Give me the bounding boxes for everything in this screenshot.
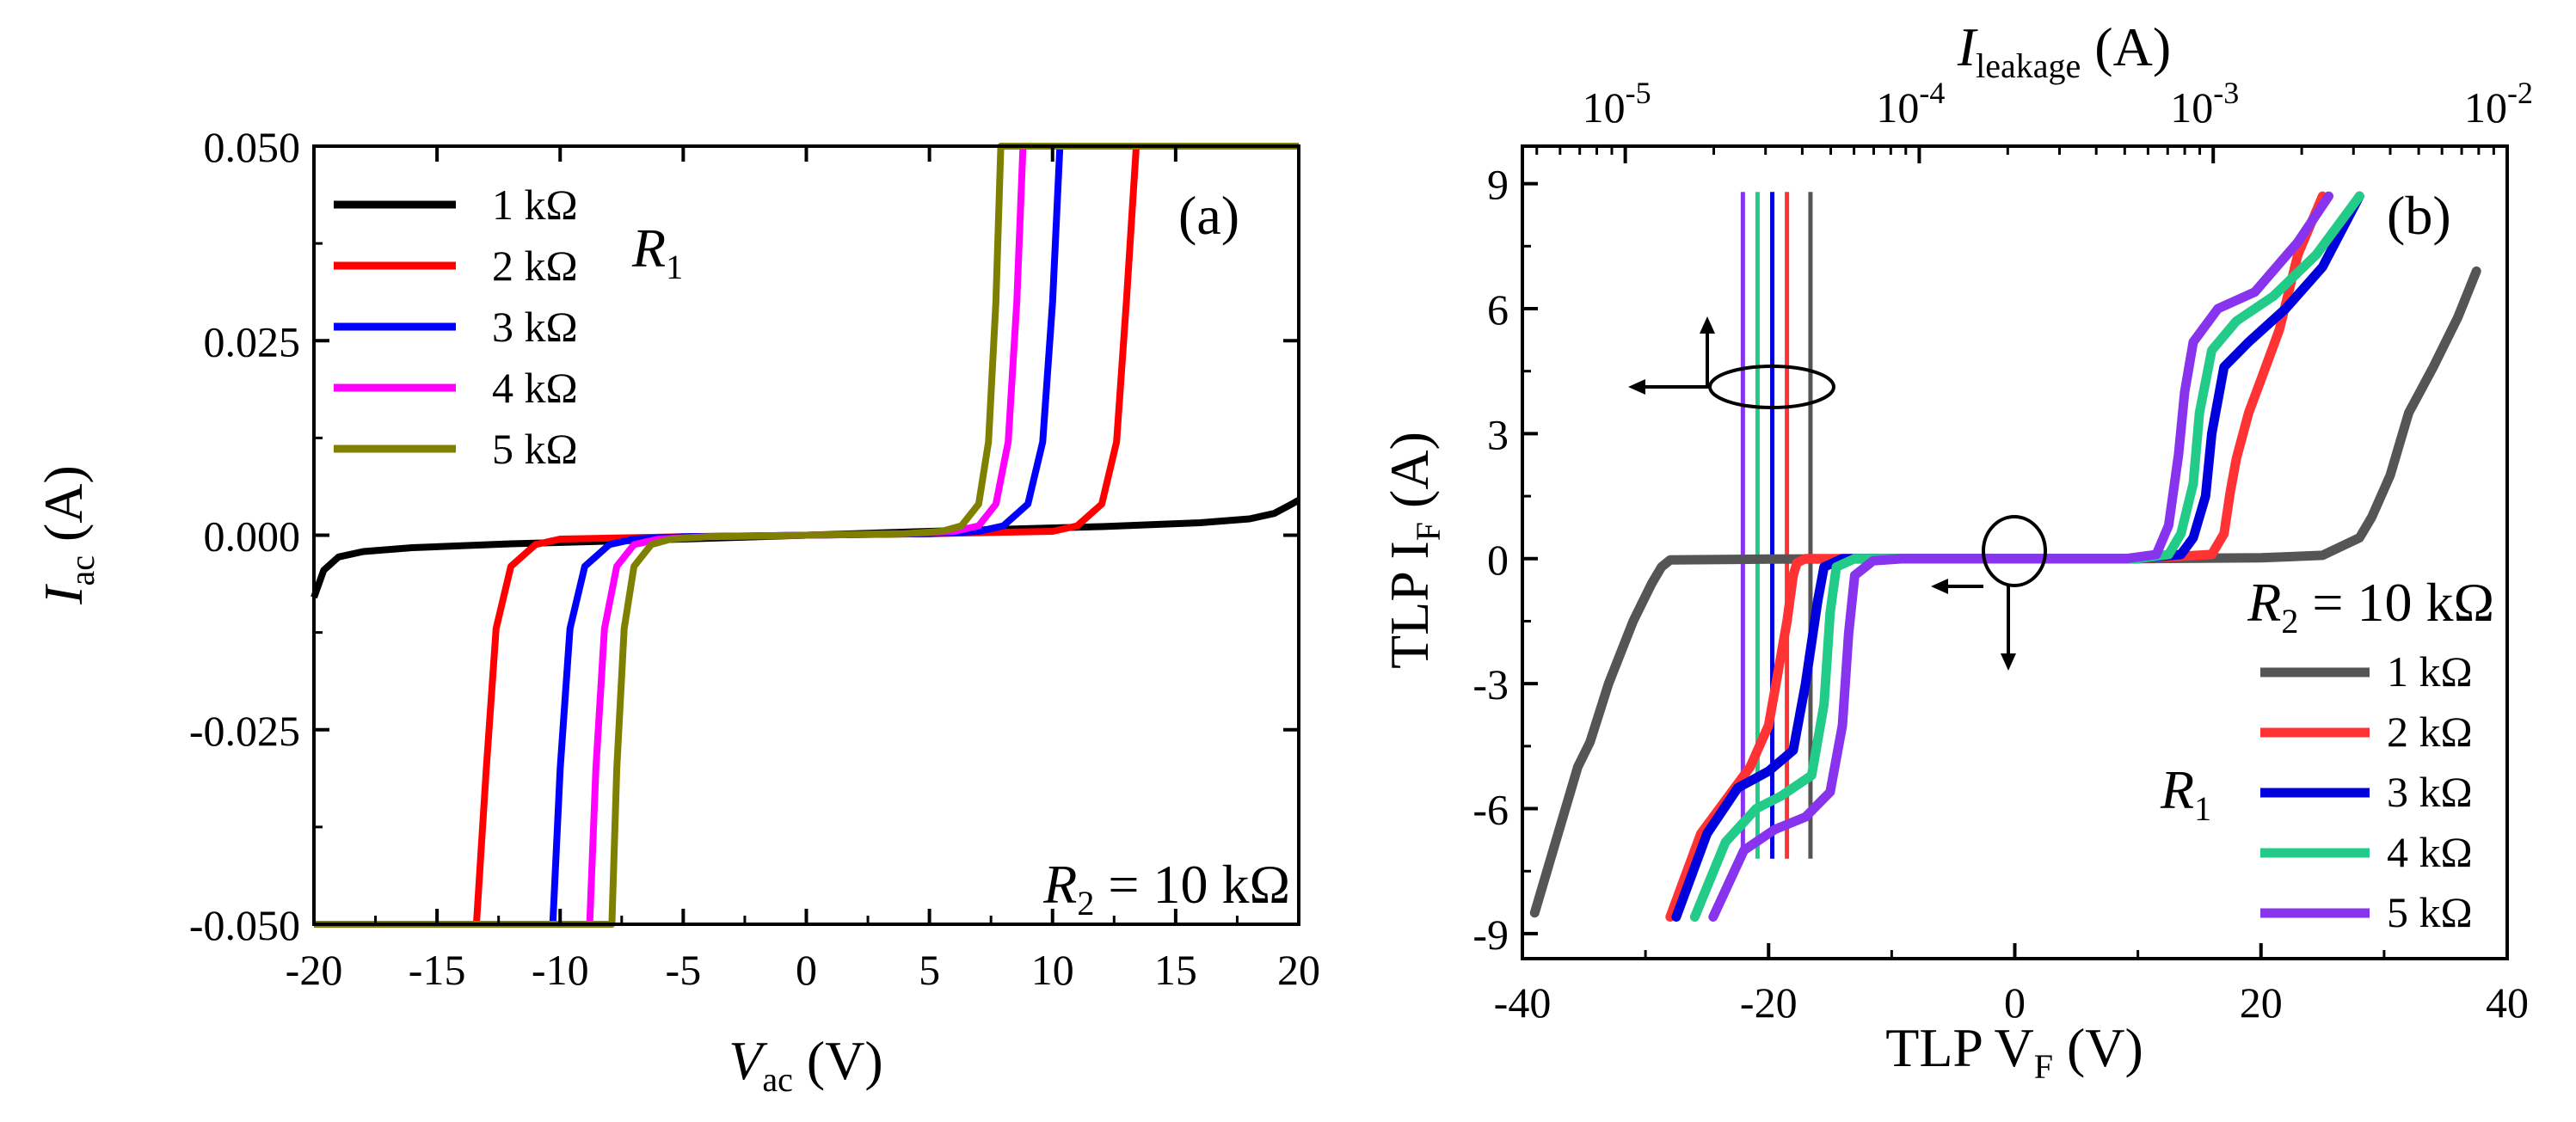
panel-a-curves xyxy=(310,143,1300,928)
panel-b-top-tick-label: 10-5 xyxy=(1583,76,1651,132)
panel-a-legend-title: R1 xyxy=(631,218,683,286)
up-arrow-head xyxy=(1700,316,1715,334)
panel-a-x-tick-label: -15 xyxy=(409,946,466,994)
panel-b-x-tick-label: -40 xyxy=(1494,978,1552,1027)
panel-a: -20 -15 -10 -5 0 5 10 15 20 -0.050 -0.025 0.000 0.0… xyxy=(33,123,1320,1099)
panel-b-legend-label: 4 kΩ xyxy=(2387,828,2473,876)
panel-a-y-axis-label: Iac (A) xyxy=(33,465,101,605)
panel-a-r2-annotation: R2 = 10 kΩ xyxy=(1042,854,1290,923)
panel-b-y-tick-label: -9 xyxy=(1472,910,1509,959)
panel-b-curves xyxy=(1529,191,2481,922)
panel-a-x-tick-label: 5 xyxy=(919,946,940,994)
panel-a-y-tick-labels: -0.050 -0.025 0.000 0.025 0.050 xyxy=(189,123,300,949)
panel-b-x-tick-label: 40 xyxy=(2486,978,2529,1027)
panel-a-legend-label: 2 kΩ xyxy=(492,242,578,290)
panel-b-x-tick-label: -20 xyxy=(1740,978,1798,1027)
panel-a-x-tick-labels: -20 -15 -10 -5 0 5 10 15 20 xyxy=(286,946,1320,994)
panel-b-y-tick-label: -6 xyxy=(1472,786,1509,834)
panel-a-series-5-k xyxy=(314,143,1299,928)
panel-b-top-tick-label: 10-3 xyxy=(2170,76,2239,132)
panel-a-legend-label: 5 kΩ xyxy=(492,425,578,473)
panel-b-tlp-marker xyxy=(1941,515,2047,660)
panel-a-x-tick-label: 20 xyxy=(1277,946,1320,994)
panel-b-legend-label: 2 kΩ xyxy=(2387,708,2473,756)
panel-a-x-axis-label: Vac (V) xyxy=(729,1030,882,1099)
tlp-down-arrow-head xyxy=(2001,653,2016,671)
panel-a-legend-label: 1 kΩ xyxy=(492,181,578,229)
panel-a-y-tick-label: -0.025 xyxy=(189,707,300,755)
panel-b-legend-title: R1 xyxy=(2160,759,2211,828)
panel-a-x-tick-label: -5 xyxy=(666,946,702,994)
panel-b-y-tick-label: 9 xyxy=(1487,161,1509,209)
panel-b-y-tick-label: 0 xyxy=(1487,536,1509,584)
panel-b-x-tick-label: 20 xyxy=(2240,978,2283,1027)
panel-b-legend: 1 kΩ 2 kΩ 3 kΩ 4 kΩ 5 kΩ xyxy=(2260,647,2473,936)
panel-b-top-tick-label: 10-4 xyxy=(1876,76,1945,132)
tlp-ellipse xyxy=(1982,515,2047,587)
panel-b-x-tick-label: 0 xyxy=(2004,978,2026,1027)
panel-b-y-tick-label: 3 xyxy=(1487,410,1509,458)
panel-a-x-tick-label: 0 xyxy=(796,946,817,994)
panel-b-legend-label: 3 kΩ xyxy=(2387,768,2473,816)
panel-a-ticks xyxy=(312,144,1300,926)
panel-a-tag: (a) xyxy=(1178,185,1239,246)
panel-a-legend: 1 kΩ 2 kΩ 3 kΩ 4 kΩ 5 kΩ xyxy=(334,181,578,473)
panel-b-top-tick-labels: 10-5 10-4 10-3 10-2 xyxy=(1583,76,2533,132)
panel-b-top-axis-label: Ileakage (A) xyxy=(1957,16,2171,85)
panel-a-x-tick-label: -10 xyxy=(532,946,589,994)
panel-a-x-tick-label: 15 xyxy=(1154,946,1197,994)
panel-b-series-5-k xyxy=(1708,191,2333,922)
panel-b-y-axis-label: TLP IF (A) xyxy=(1379,432,1448,669)
panel-a-x-tick-label: 10 xyxy=(1031,946,1074,994)
panel-a-y-tick-label: 0.025 xyxy=(204,317,301,365)
panel-a-y-tick-label: -0.050 xyxy=(189,901,300,949)
panel-b-leakage-marker xyxy=(1638,327,1835,409)
panel-b-top-tick-label: 10-2 xyxy=(2464,76,2533,132)
panel-a-x-tick-label: -20 xyxy=(286,946,343,994)
panel-a-legend-label: 4 kΩ xyxy=(492,364,578,412)
tlp-left-arrow-head xyxy=(1931,579,1948,594)
panel-b-tag: (b) xyxy=(2387,185,2451,246)
panel-a-y-tick-label: 0.050 xyxy=(204,123,301,171)
panel-b-legend-label: 1 kΩ xyxy=(2387,647,2473,696)
left-arrow-head xyxy=(1628,379,1645,395)
panel-b-x-axis-label: TLP VF (V) xyxy=(1885,1017,2143,1086)
panel-a-legend-label: 3 kΩ xyxy=(492,303,578,351)
panel-b-x-tick-labels: -40 -20 0 20 40 xyxy=(1494,978,2529,1027)
panel-b-y-tick-label: -3 xyxy=(1472,660,1509,708)
panel-b-legend-label: 5 kΩ xyxy=(2387,888,2473,936)
panel-b-ticks xyxy=(1521,146,2509,959)
panel-a-y-tick-label: 0.000 xyxy=(204,512,301,561)
panel-b-y-tick-label: 6 xyxy=(1487,285,1509,334)
panel-b-y-tick-labels: -9 -6 -3 0 3 6 9 xyxy=(1472,161,1509,959)
panel-b-r2-annotation: R2 = 10 kΩ xyxy=(2247,572,2494,641)
